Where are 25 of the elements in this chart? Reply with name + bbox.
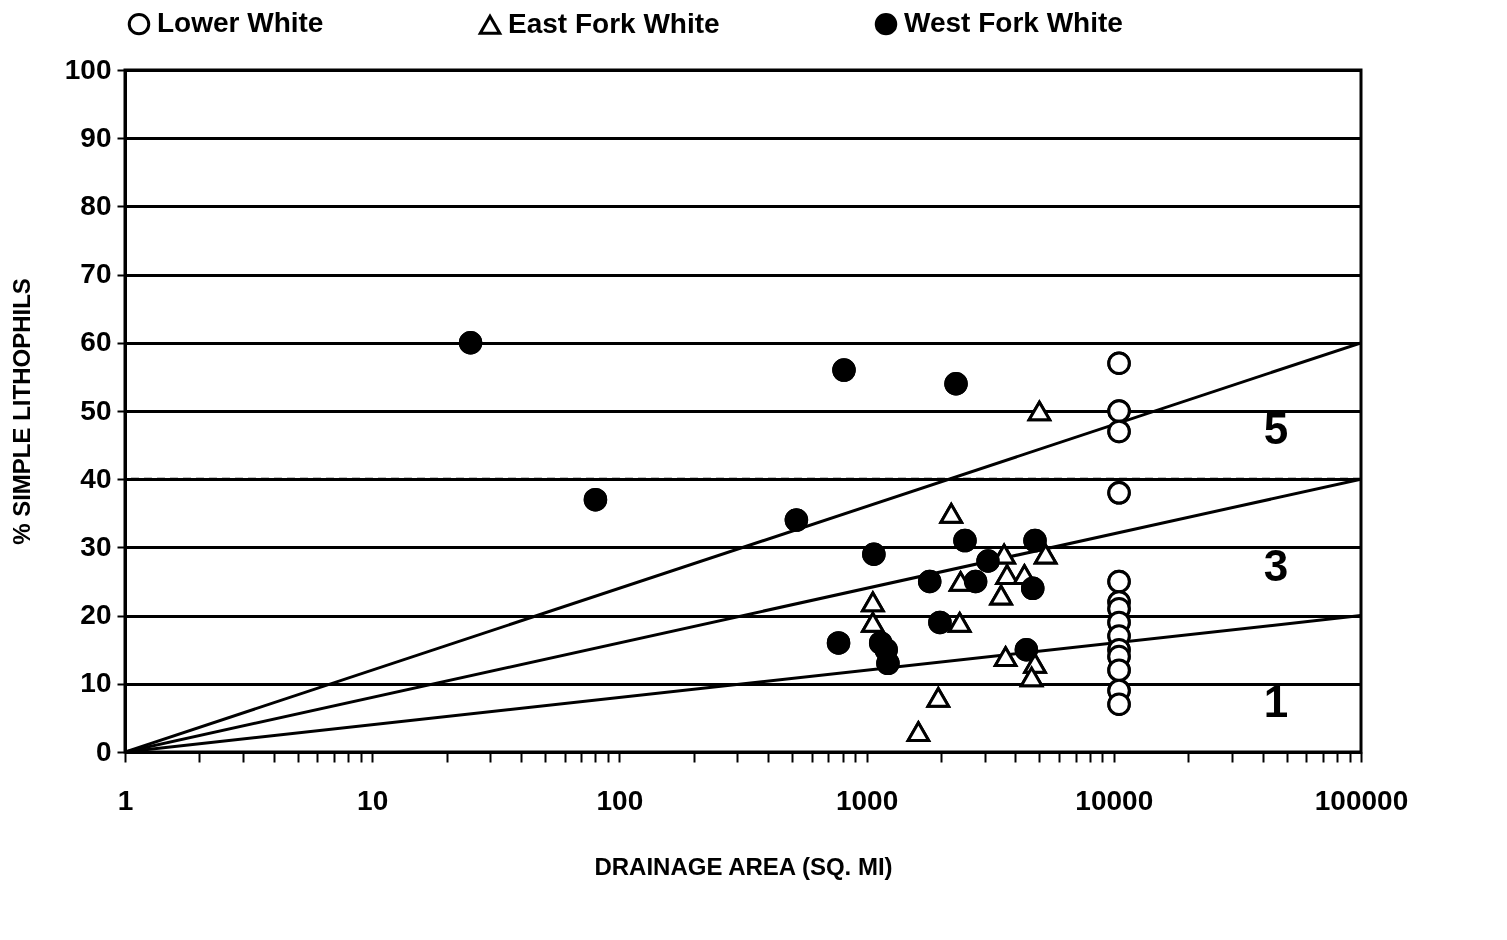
x-tick-label: 10 [357,784,389,816]
annotation: 3 [1263,540,1289,590]
x-tick-label: 10000 [1075,784,1154,816]
y-tick-label: 100 [64,53,112,85]
y-tick-label: 20 [80,599,112,631]
legend-label: West Fork White [904,7,1123,39]
y-tick-label: 50 [80,394,112,426]
legend-label: Lower White [157,7,324,39]
annotation: 1 [1263,677,1289,727]
x-tick-label: 1 [117,784,134,816]
y-tick-label: 90 [80,121,112,153]
x-tick-label: 100000 [1314,784,1409,816]
y-tick-label: 30 [80,530,112,562]
annotation: 5 [1263,404,1289,454]
legend-label: East Fork White [508,7,720,39]
y-tick-label: 70 [80,258,112,290]
y-tick-label: 60 [80,326,112,358]
y-tick-label: 80 [80,189,112,221]
x-tick-label: 100 [596,784,644,816]
y-tick-label: 10 [80,667,112,699]
y-tick-label: 0 [95,735,112,767]
x-axis-title: DRAINAGE AREA (SQ. MI) [594,852,893,880]
y-tick-label: 40 [80,462,112,494]
x-tick-label: 1000 [835,784,899,816]
y-axis-title: % SIMPLE LITHOPHILS [7,278,35,545]
